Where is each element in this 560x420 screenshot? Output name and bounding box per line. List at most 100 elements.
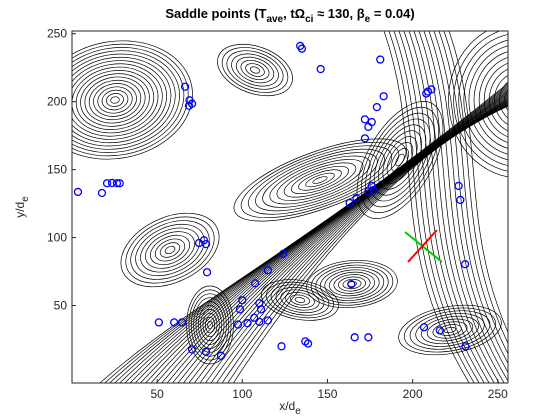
saddle-point — [177, 318, 187, 327]
contour — [231, 53, 279, 87]
x-tick-label: 100 — [232, 387, 252, 401]
contour — [342, 278, 362, 290]
contour — [247, 145, 393, 215]
label-part: y/d — [13, 202, 27, 218]
contour — [403, 31, 490, 383]
contour — [468, 45, 508, 155]
label-part: x/d — [279, 399, 295, 413]
x-tick-label: 150 — [317, 387, 337, 401]
contour — [356, 101, 444, 219]
saddle-point — [102, 179, 112, 188]
contour — [438, 31, 508, 355]
label-sub: e — [295, 406, 301, 417]
saddle-annotation — [404, 229, 443, 263]
contour — [255, 148, 385, 212]
contour — [283, 162, 357, 198]
saddle-point — [379, 92, 388, 101]
y-tick-label: 150 — [47, 163, 67, 177]
contour — [433, 31, 508, 365]
contour — [298, 169, 342, 191]
contour — [106, 93, 124, 107]
contour — [205, 104, 508, 383]
contour — [135, 223, 205, 277]
contour — [119, 88, 508, 383]
saddle-point — [184, 101, 194, 110]
saddle-point — [187, 345, 197, 354]
x-tick-label: 250 — [488, 387, 508, 401]
contour — [338, 276, 366, 292]
saddle-point — [115, 179, 124, 188]
contour — [217, 43, 293, 97]
contour — [172, 99, 508, 383]
saddle-point — [216, 351, 226, 360]
title-sub: ci — [305, 14, 314, 25]
title-sub: e — [365, 14, 371, 25]
saddle-point — [316, 64, 325, 74]
contour — [130, 220, 210, 280]
title-part: , tΩ — [283, 6, 305, 21]
contour — [312, 176, 328, 184]
contour — [365, 112, 435, 208]
contour — [134, 92, 508, 383]
contour — [159, 242, 181, 258]
saddle-point — [364, 187, 373, 196]
contour — [448, 31, 508, 334]
red-line — [407, 229, 438, 263]
contour — [478, 57, 508, 143]
contour — [80, 73, 150, 127]
saddle-point — [97, 188, 107, 198]
saddle-point — [350, 333, 359, 342]
contour — [448, 31, 508, 178]
saddle-point — [352, 194, 361, 203]
saddle-point — [73, 187, 83, 197]
contour — [150, 234, 190, 266]
contour — [188, 102, 508, 383]
saddle-point — [112, 179, 122, 188]
x-tick-label: 50 — [150, 387, 164, 401]
saddle-point — [360, 134, 370, 143]
saddle-point — [235, 305, 245, 314]
contour — [265, 281, 335, 319]
contour — [290, 165, 350, 195]
contour — [164, 245, 176, 255]
contour — [240, 60, 270, 80]
contour — [249, 66, 261, 74]
title-part: Saddle points (T — [165, 6, 266, 21]
contour — [101, 89, 129, 111]
contour — [155, 96, 508, 383]
contour — [393, 31, 480, 383]
contour — [161, 97, 508, 383]
saddle-point — [201, 347, 211, 356]
saddle-point — [202, 268, 212, 277]
contour — [166, 98, 508, 383]
contour — [294, 297, 306, 303]
saddle-point — [154, 318, 164, 327]
contour — [275, 286, 325, 314]
contour — [145, 94, 508, 383]
saddle-point — [238, 296, 247, 305]
contour — [221, 47, 289, 93]
contour — [72, 47, 185, 153]
contour — [177, 100, 508, 383]
saddle-point — [250, 313, 259, 322]
y-tick-label: 50 — [54, 299, 68, 313]
saddle-point — [263, 266, 273, 275]
contour — [154, 238, 186, 262]
y-tick-label: 250 — [47, 27, 67, 41]
contour — [261, 279, 339, 321]
contour — [233, 105, 508, 383]
contour — [194, 103, 508, 383]
saddle-point — [364, 122, 373, 131]
saddle-point — [419, 323, 429, 332]
chart-title: Saddle points (Tave, tΩci ≈ 130, βe = 0.… — [165, 6, 414, 25]
contour — [99, 82, 508, 383]
contour — [72, 60, 168, 140]
contour — [124, 89, 508, 383]
axes: 50 100 150 200 250 50 100 150 200 250 — [47, 27, 508, 401]
contour — [145, 231, 195, 269]
contour — [315, 264, 389, 304]
contour — [195, 301, 225, 349]
contour — [403, 307, 497, 353]
saddle-point — [345, 198, 354, 208]
saddle-point — [256, 305, 266, 314]
